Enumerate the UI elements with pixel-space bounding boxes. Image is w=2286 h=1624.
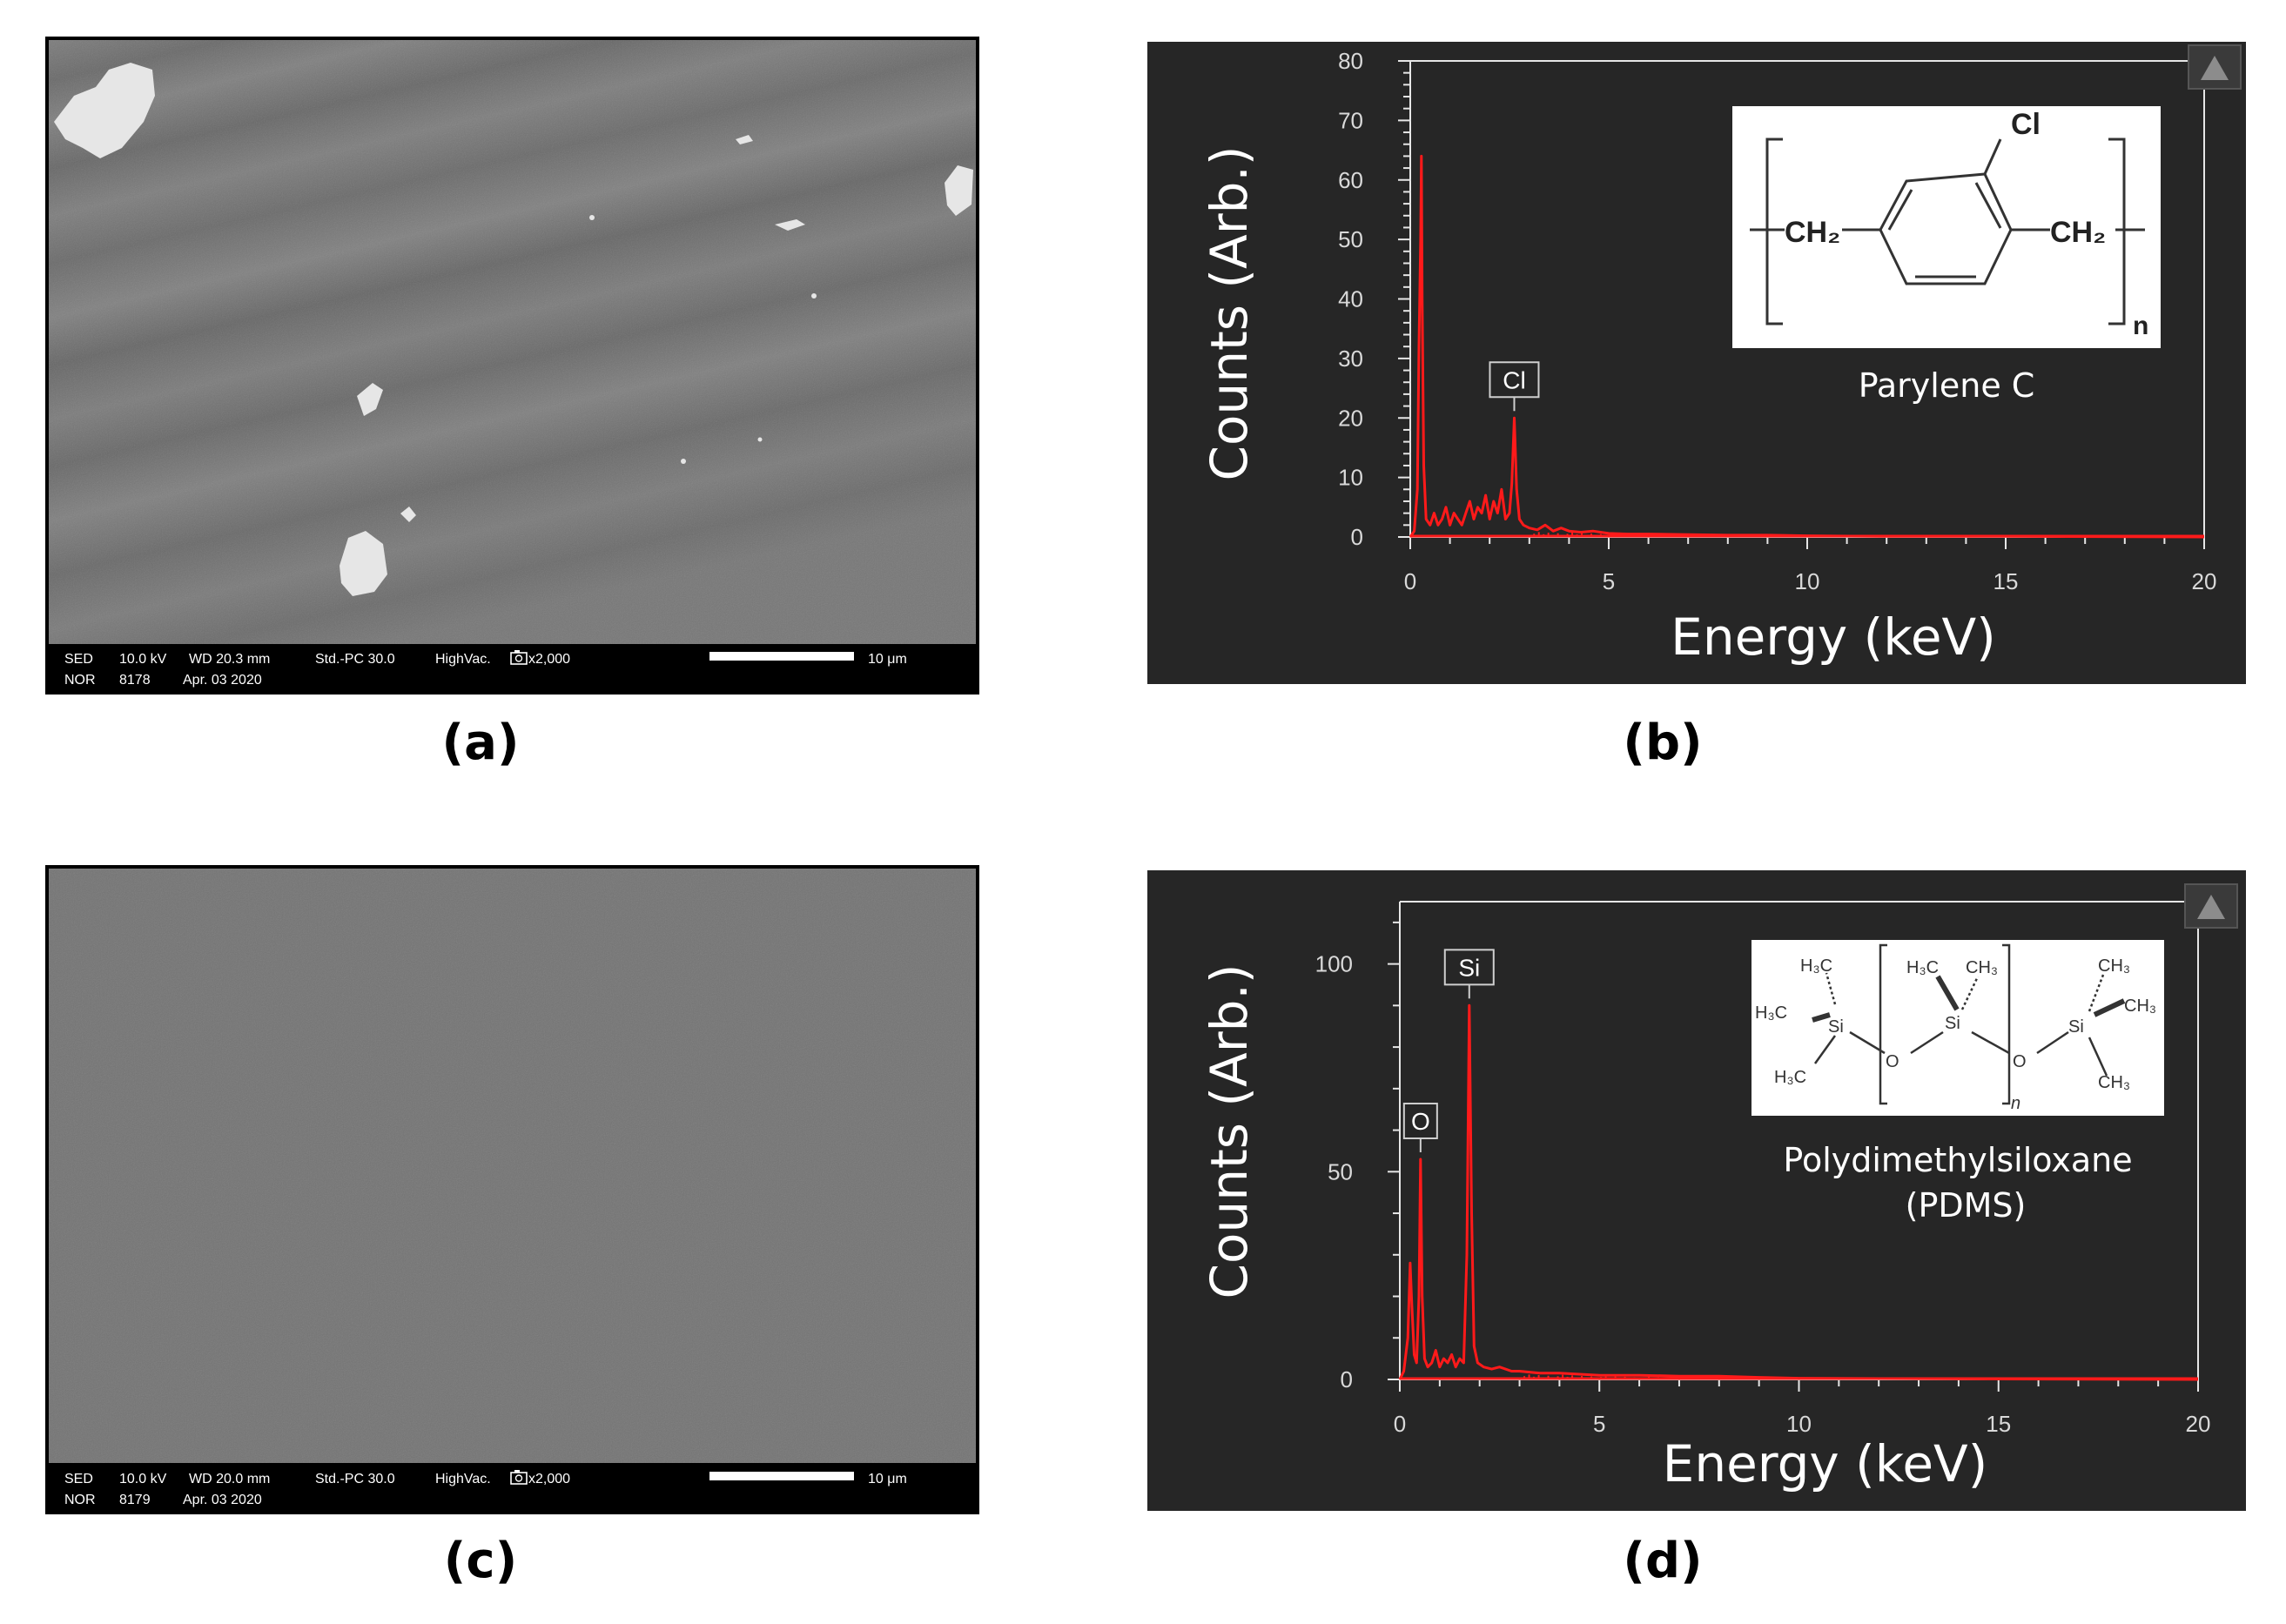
sem-info-c-detector: SED xyxy=(64,1472,93,1486)
peak-label-box xyxy=(1489,361,1540,399)
material-label-b: Parylene C xyxy=(1859,366,2035,405)
sem-info-a-detector: SED xyxy=(64,652,93,667)
y-tick-label: 20 xyxy=(1338,405,1363,431)
atom-si-3: Si xyxy=(2068,1017,2084,1037)
atom-ch2-left: CH₂ xyxy=(1785,216,1840,249)
y-tick-label: 10 xyxy=(1338,465,1363,491)
spectrum-line xyxy=(1398,1003,2199,1381)
x-tick-label: 10 xyxy=(1795,568,1820,594)
sem-info-c-wd: WD 20.0 mm xyxy=(189,1472,270,1486)
atom-h3c-1: H₃C xyxy=(1800,956,1832,976)
collapse-button-d[interactable] xyxy=(2184,883,2238,929)
y-axis-label: Counts (Arb.) xyxy=(1200,964,1259,1299)
x-tick-label: 5 xyxy=(1603,568,1615,594)
sem-info-a-std: Std.-PC 30.0 xyxy=(315,652,395,667)
atom-o-1: O xyxy=(1886,1052,1899,1071)
peak-label-box xyxy=(1443,949,1495,986)
x-tick-label: 15 xyxy=(1986,1411,2011,1437)
sem-info-a-wd: WD 20.3 mm xyxy=(189,652,270,667)
sem-info-c-mag: x2,000 xyxy=(528,1472,570,1486)
peak-label: O xyxy=(1411,1108,1430,1135)
eds-chart-b: 0 5 10 15 20 0 10 20 30 40 50 60 70 80 Energy (keV) Cou… xyxy=(1200,48,2216,667)
sem-info-a-date: Apr. 03 2020 xyxy=(183,673,262,688)
sem-info-c-vac: HighVac. xyxy=(435,1472,491,1486)
repeat-n-b: n xyxy=(2133,312,2148,340)
atom-si-1: Si xyxy=(1828,1017,1844,1037)
atom-h3c-4: H₃C xyxy=(1906,958,1939,977)
x-tick-label: 15 xyxy=(1994,568,2019,594)
y-tick-label: 80 xyxy=(1338,48,1363,74)
y-axis-label: Counts (Arb.) xyxy=(1200,146,1259,481)
caption-a: (a) xyxy=(442,715,520,771)
x-tick-label: 0 xyxy=(1404,568,1416,594)
atom-h3c-2: H₃C xyxy=(1755,1003,1787,1023)
sem-scale-label-c: 10 μm xyxy=(868,1472,907,1486)
material-label-d-line2: (PDMS) xyxy=(1906,1186,2027,1225)
sem-info-c-date: Apr. 03 2020 xyxy=(183,1493,262,1507)
eds-chart-d: 0 5 10 15 20 0 50 100 Energy (keV) Counts (Arb.) O… xyxy=(1200,902,2210,1493)
y-tick-label: 40 xyxy=(1338,286,1363,312)
atom-ch3-1: CH₃ xyxy=(1966,958,1998,977)
caption-d: (d) xyxy=(1623,1533,1702,1589)
sem-info-a-num: 8178 xyxy=(119,673,151,688)
y-tick-label: 50 xyxy=(1328,1158,1353,1184)
parylene-structure: Cl CH₂ CH₂ n xyxy=(1732,106,2161,348)
atom-ch3-3: CH₃ xyxy=(2124,997,2156,1016)
collapse-button-b[interactable] xyxy=(2188,44,2242,90)
sem-scale-label-a: 10 μm xyxy=(868,652,907,667)
x-axis-label: Energy (keV) xyxy=(1663,1434,1988,1493)
sem-info-a-voltage: 10.0 kV xyxy=(119,652,167,667)
atom-h3c-3: H₃C xyxy=(1774,1068,1806,1087)
caption-b: (b) xyxy=(1623,715,1702,771)
sem-scale-bar-a xyxy=(709,652,854,661)
sem-info-a-mode: NOR xyxy=(64,673,96,688)
y-tick-label: 0 xyxy=(1341,1366,1353,1392)
atom-o-2: O xyxy=(2013,1052,2027,1071)
y-tick-label: 0 xyxy=(1351,524,1363,550)
atom-si-2: Si xyxy=(1945,1014,1960,1033)
peak-label: Si xyxy=(1458,954,1480,981)
peak-label: Cl xyxy=(1503,366,1525,393)
y-tick-label: 30 xyxy=(1338,346,1363,372)
y-tick-label: 50 xyxy=(1338,226,1363,252)
y-tick-label: 70 xyxy=(1338,107,1363,133)
eds-panel-b: 0 5 10 15 20 0 10 20 30 40 50 60 70 80 Energy (keV) Cou… xyxy=(1147,42,2246,684)
x-tick-label: 20 xyxy=(2186,1411,2211,1437)
atom-ch3-4: CH₃ xyxy=(2098,1073,2130,1092)
eds-panel-d: 0 5 10 15 20 0 50 100 Energy (keV) Counts (Arb.) O… xyxy=(1147,870,2246,1511)
sem-image-c: SED 10.0 kV WD 20.0 mm Std.-PC 30.0 High… xyxy=(45,865,979,1514)
material-label-d-line1: Polydimethylsiloxane xyxy=(1783,1141,2132,1179)
x-axis-label: Energy (keV) xyxy=(1671,607,1996,667)
sem-info-c-voltage: 10.0 kV xyxy=(119,1472,167,1486)
sem-particles xyxy=(54,63,973,596)
atom-ch2-right: CH₂ xyxy=(2050,216,2106,249)
sem-info-a-mag: x2,000 xyxy=(528,652,570,667)
x-tick-label: 5 xyxy=(1593,1411,1605,1437)
triangle-up-icon xyxy=(2201,56,2229,80)
sem-info-c-mode: NOR xyxy=(64,1493,96,1507)
camera-icon xyxy=(510,1470,528,1485)
sem-image-a: SED 10.0 kV WD 20.3 mm Std.-PC 30.0 High… xyxy=(45,37,979,695)
repeat-n-d: n xyxy=(2011,1094,2020,1113)
pdms-structure: H₃C H₃C H₃C Si O H₃C CH₃ Si O Si CH₃ CH₃… xyxy=(1751,940,2164,1116)
x-tick-label: 0 xyxy=(1394,1411,1406,1437)
sem-info-a-vac: HighVac. xyxy=(435,652,491,667)
triangle-up-icon xyxy=(2197,895,2225,919)
sem-info-c-std: Std.-PC 30.0 xyxy=(315,1472,395,1486)
atom-cl: Cl xyxy=(2011,108,2041,141)
camera-icon xyxy=(510,650,528,665)
x-tick-label: 10 xyxy=(1786,1411,1812,1437)
atom-ch3-2: CH₃ xyxy=(2098,956,2130,976)
caption-c: (c) xyxy=(444,1533,517,1589)
x-tick-label: 20 xyxy=(2192,568,2217,594)
y-tick-label: 60 xyxy=(1338,167,1363,193)
sem-scale-bar-c xyxy=(709,1472,854,1480)
sem-info-c-num: 8179 xyxy=(119,1493,151,1507)
y-tick-label: 100 xyxy=(1315,951,1353,977)
